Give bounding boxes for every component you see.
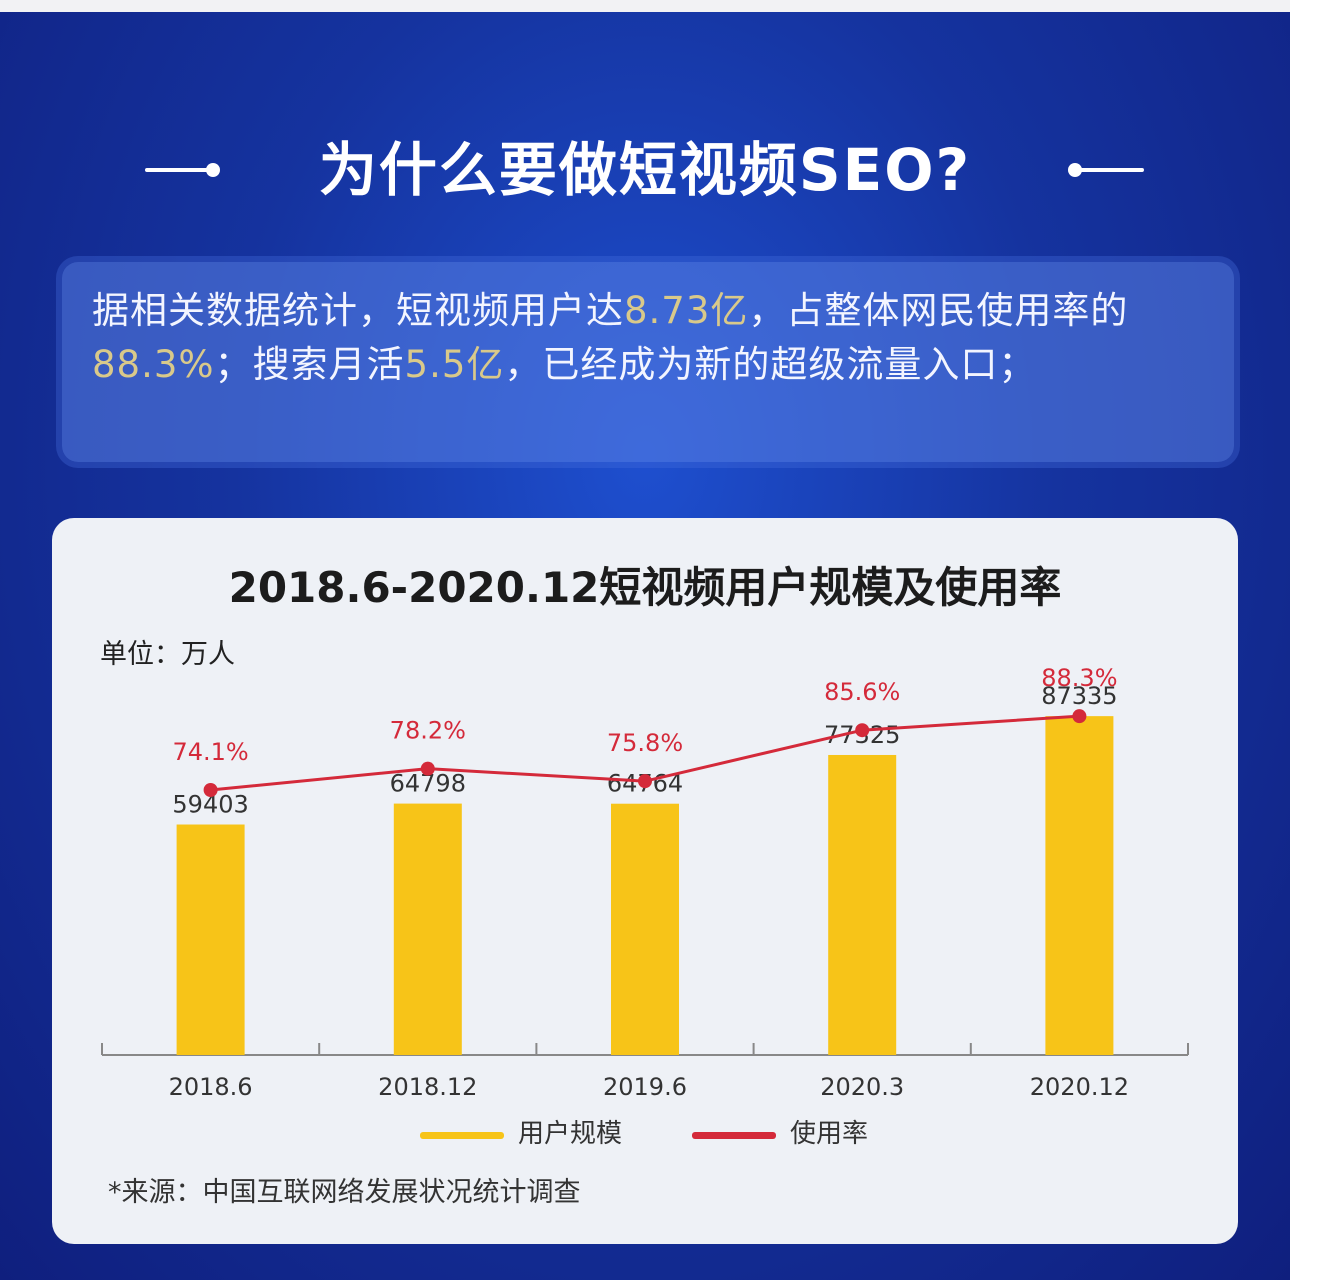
intro-box: 据相关数据统计，短视频用户达8.73亿，占整体网民使用率的 88.3%；搜索月活5… [62, 262, 1234, 462]
top-strip [0, 0, 1317, 12]
bar [828, 754, 897, 1055]
chart-title: 2018.6-2020.12短视频用户规模及使用率 [228, 563, 1062, 612]
x-tick-label: 2020.12 [1030, 1073, 1129, 1101]
usage-rate-label: 85.6% [824, 678, 900, 706]
bar [1045, 716, 1114, 1055]
usage-rate-point [638, 774, 652, 789]
legend-label-bar: 用户规模 [518, 1119, 623, 1149]
left-deco-dot [206, 163, 220, 177]
x-tick-label: 2018.12 [378, 1073, 477, 1101]
intro-segment: 据相关数据统计，短视频用户达 [92, 289, 624, 332]
usage-rate-point [855, 723, 870, 738]
bar [611, 803, 679, 1055]
page-title: 为什么要做短视频SEO? [318, 136, 972, 204]
intro-segment: ；搜索月活 [214, 343, 405, 386]
legend-swatch-line [692, 1132, 776, 1139]
header: 为什么要做短视频SEO? [0, 130, 1290, 210]
bar [393, 803, 462, 1055]
bar [176, 824, 245, 1055]
x-tick-label: 2019.6 [603, 1073, 687, 1101]
usage-rate-point [203, 783, 218, 797]
source-note: *来源：中国互联网络发展状况统计调查 [108, 1177, 581, 1208]
intro-segment: ，已经成为新的超级流量入口； [504, 343, 1037, 386]
chart-card: 2018.6-2020.12短视频用户规模及使用率 单位：万人 59403 201… [52, 518, 1238, 1244]
background-panel: 为什么要做短视频SEO? 据相关数据统计，短视频用户达8.73亿，占整体网民使用… [0, 12, 1290, 1280]
legend-swatch-bar [420, 1132, 504, 1139]
intro-text: 据相关数据统计，短视频用户达8.73亿，占整体网民使用率的 88.3%；搜索月活5… [92, 284, 1212, 392]
usage-rate-label: 88.3% [1041, 664, 1117, 692]
left-deco-line [145, 168, 215, 172]
right-strip [1290, 0, 1317, 1280]
usage-rate-label: 74.1% [172, 738, 248, 766]
usage-rate-point [1072, 709, 1087, 724]
legend: 用户规模 使用率 [52, 1114, 1238, 1154]
legend-label-line: 使用率 [790, 1119, 869, 1149]
x-tick-label: 2018.6 [169, 1073, 253, 1101]
intro-highlight: 88.3% [92, 343, 215, 386]
chart-plot: 594032018.6647982018.12647642019.6773252… [101, 664, 1189, 1101]
unit-label: 单位：万人 [100, 639, 235, 670]
x-tick-label: 2020.3 [820, 1073, 904, 1101]
usage-rate-label: 75.8% [607, 729, 683, 757]
intro-highlight: 5.5亿 [404, 343, 505, 386]
intro-segment: ，占整体网民使用率的 [748, 289, 1129, 332]
usage-rate-point [420, 761, 435, 776]
intro-highlight: 8.73亿 [624, 289, 749, 332]
bar-value-label: 87335 [1041, 682, 1117, 710]
usage-rate-label: 78.2% [390, 717, 466, 745]
right-deco-line [1074, 168, 1144, 172]
